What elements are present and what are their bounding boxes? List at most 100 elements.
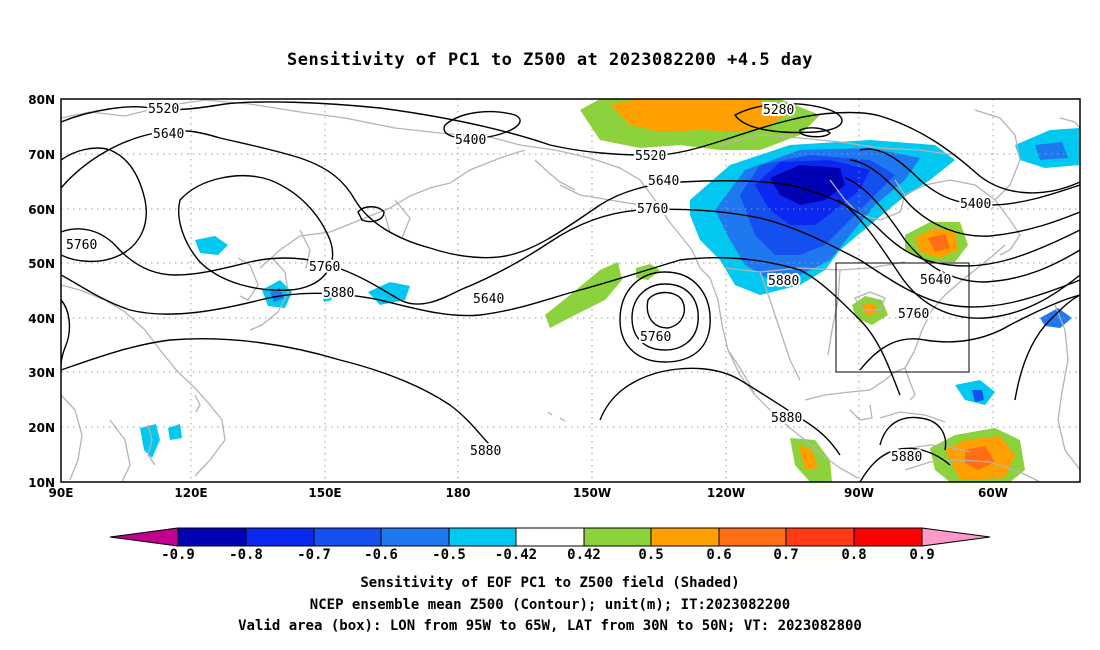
lon-label: 180 [445,486,470,500]
contour-label: 5760 [66,238,97,253]
contour-label: 5520 [635,149,666,164]
contour-5760-a [61,208,1080,308]
map-frame [60,98,1081,483]
coast-aleutians [559,184,641,206]
shade-neg-china [195,236,228,255]
colorbar-box [785,527,855,547]
colorbar-label: 0.8 [841,547,866,563]
contour-label: 5760 [640,330,671,345]
coast-japan [249,257,289,331]
colorbar-box [313,527,382,547]
colorbar-box [515,527,585,547]
coast-na-interior-1 [759,271,801,381]
contour-5760-low [619,271,711,363]
colorbar-box [448,527,517,547]
shade-pos-pacific-1 [545,262,622,328]
shade-neg-pacific-small [322,294,332,302]
lat-label: 70N [28,148,55,162]
contour-5880-b [61,338,491,446]
contour-5760-low-2 [631,283,699,351]
lat-label: 20N [28,421,55,435]
contour-labels: 5520 5640 5400 5760 5760 5880 5640 5760 … [64,100,993,467]
contour-label: 5280 [763,103,794,118]
contour-label: 5520 [148,102,179,117]
colorbar-box [853,527,923,547]
caption-line-contour: NCEP ensemble mean Z500 (Contour); unit(… [309,596,791,613]
shade-neg-japan-core [270,288,284,302]
coast-sakhalin [299,229,311,269]
contour-label: 5880 [470,444,501,459]
contour-5760-e [837,199,1080,319]
caption-line-valid-area: Valid area (box): LON from 95W to 65W, L… [238,618,862,634]
lat-label: 80N [28,93,55,107]
contour-5520-e [849,159,1080,237]
coast-asia-north [61,99,521,146]
valid-area-box [835,262,970,373]
colorbar-box [718,527,787,547]
contour-label: 5640 [153,127,184,142]
contour-5520 [61,101,1080,194]
colorbar-label: -0.6 [364,547,398,563]
contour-5760-low-3 [646,291,686,329]
shade-neg-philippines-2 [168,424,182,440]
shade-neg-atlantic-north-core [1035,142,1068,160]
contour-label: 5760 [898,307,929,322]
shade-pos-centralam-core [798,445,818,470]
lon-axis-labels: 90E 120E 150E 180 150W 120W 90W 60W [49,486,1008,500]
lon-label: 90W [844,486,874,500]
colorbar-labels: -0.9 -0.8 -0.7 -0.6 -0.5 -0.42 0.42 0.5 … [161,547,935,563]
colorbar-label: -0.8 [229,547,263,563]
coast-baja [727,349,756,396]
contour-label: 5760 [309,260,340,275]
coast-na-west [709,277,859,479]
coast-na-east [904,244,1006,369]
contour-5640-e [844,177,1080,283]
shade-neg-bahamas-core [972,390,984,402]
coast-taiwan [194,394,201,413]
lon-label: 150W [573,486,611,500]
lat-label: 30N [28,366,55,380]
map-title: Sensitivity of PC1 to Z500 at 2023082200… [286,50,813,70]
coast-alaska-west [534,159,576,191]
colorbar-box [177,527,247,547]
coast-philippines [147,424,156,466]
lat-label: 40N [28,312,55,326]
z500-contours [61,101,1080,482]
contour-5400-arctic [443,110,521,140]
colorbar-arrow-right [921,527,991,547]
contour-5880-a [61,257,901,396]
colorbar-box [583,527,652,547]
caption-block: Sensitivity of EOF PC1 to Z500 field (Sh… [0,573,1100,638]
contour-label: 5880 [323,286,354,301]
coast-gulf [804,367,906,401]
contour-5640-ring [178,175,334,291]
lat-axis-labels: 80N 70N 60N 50N 40N 30N 20N 10N [28,93,55,490]
contour-5280-inner [799,127,831,138]
coast-indochina [109,419,131,482]
contour-5400-ring [357,206,385,223]
colorbar-label: -0.5 [432,547,466,563]
lon-label: 120W [707,486,745,500]
coast-great-lakes [854,291,886,311]
coast-asia-east [259,149,526,269]
contour-label: 5640 [920,273,951,288]
colorbar-box [380,527,450,547]
contour-5880-south [859,447,951,482]
coast-china [61,284,226,477]
colorbar-label: 0.42 [567,547,601,563]
contour-label: 5400 [960,197,991,212]
colorbar [109,527,991,547]
contour-label: 5640 [648,174,679,189]
lon-label: 120E [174,486,207,500]
coast-yucatan [849,404,873,421]
lat-label: 50N [28,257,55,271]
caption-line-shading: Sensitivity of EOF PC1 to Z500 field (Sh… [360,575,740,591]
colorbar-label: -0.42 [495,547,537,563]
shade-pos-canada-red [928,234,950,252]
lat-label: 60N [28,203,55,217]
lon-label: 150E [308,486,341,500]
contour-label: 5880 [768,274,799,289]
coast-us-border [724,261,906,273]
contour-nw-edge [61,147,147,263]
colorbar-label: 0.7 [773,547,798,563]
